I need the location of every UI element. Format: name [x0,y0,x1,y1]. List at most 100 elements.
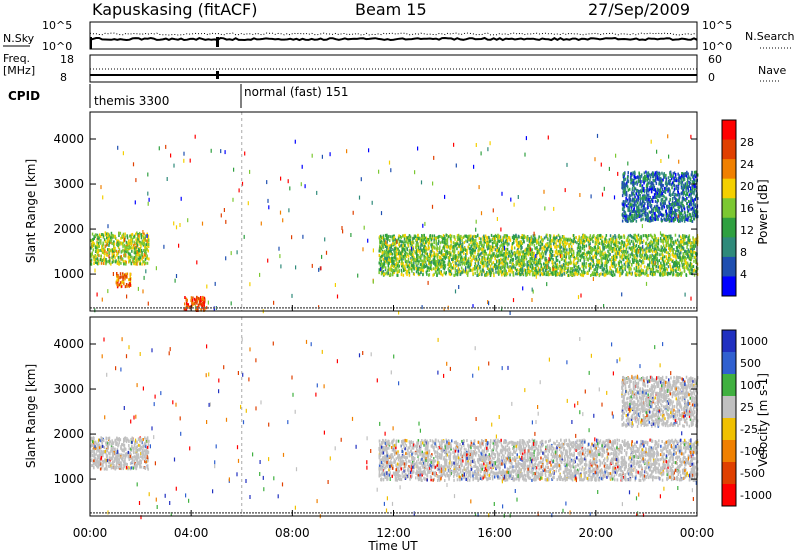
echo-mark [414,273,416,276]
echo-mark [607,250,609,253]
echo-mark [386,237,388,240]
echo-mark [542,238,544,241]
echo-mark [418,246,420,249]
echo-mark [184,296,186,299]
echo-mark [634,256,636,259]
echo-mark [454,236,456,239]
echo-mark [121,250,123,253]
echo-mark [421,234,423,237]
echo-mark [521,262,523,265]
echo-mark [141,263,143,266]
nave-tick-bottom: 0 [708,71,715,84]
echo-mark [492,269,494,272]
echo-mark [137,251,139,254]
echo-mark [548,266,550,269]
echo-mark [658,242,660,245]
echo-mark [664,237,666,240]
echo-mark [566,242,568,245]
echo-mark [526,237,528,240]
echo-mark [422,273,424,276]
echo-mark [403,265,405,268]
echo-mark [510,267,512,270]
echo-mark [507,266,509,269]
echo-mark [472,243,474,246]
echo-mark [634,267,636,270]
echo-mark [549,269,551,272]
echo-mark [559,240,561,243]
echo-mark [582,243,584,246]
echo-mark [510,239,512,242]
echo-mark [141,249,143,252]
echo-mark [418,272,420,275]
echo-mark [555,274,557,277]
echo-mark [405,250,407,253]
echo-mark [656,269,658,272]
echo-mark [568,243,570,246]
echo-mark [389,269,391,272]
echo-mark [628,268,630,271]
echo-mark [537,250,539,253]
echo-mark [648,250,650,253]
echo-mark [664,273,666,276]
echo-mark [662,264,664,267]
echo-mark [536,246,538,249]
echo-mark [505,264,507,267]
echo-mark [599,254,601,257]
echo-mark [661,240,663,243]
echo-mark [638,238,640,241]
echo-mark [460,248,462,251]
echo-mark [443,237,445,240]
echo-mark [540,236,542,239]
echo-mark [387,254,389,257]
echo-mark [99,240,101,243]
echo-mark [435,270,437,273]
echo-mark [441,241,443,244]
echo-mark [681,192,683,195]
echo-mark [536,263,538,266]
echo-mark [623,247,625,250]
echo-mark [487,273,489,276]
echo-mark [550,245,552,248]
echo-mark [650,245,652,248]
echo-mark [694,241,696,244]
echo-mark [601,257,603,260]
echo-mark [584,245,586,248]
echo-mark [95,234,97,237]
echo-mark [584,234,586,237]
echo-mark [576,257,578,260]
echo-mark [405,258,407,261]
echo-mark [438,235,440,238]
echo-mark [565,266,567,269]
echo-mark [650,211,652,214]
echo-mark [97,244,99,247]
echo-mark [567,239,569,242]
echo-mark [450,273,452,276]
echo-mark [539,269,541,272]
echo-mark [515,263,517,266]
echo-mark [643,234,645,237]
echo-mark [122,258,124,261]
echo-mark [484,237,486,240]
echo-mark [140,262,142,265]
echo-mark [103,259,105,262]
echo-mark [639,274,641,277]
echo-mark [381,272,383,275]
echo-mark [404,237,406,240]
echo-mark [605,246,607,249]
nsearch-tick-bottom: 10^0 [702,40,732,53]
echo-mark [126,246,128,249]
nave-label: Nave [758,64,786,77]
echo-mark [681,273,683,276]
echo-mark [575,240,577,243]
echo-mark [392,273,394,276]
echo-mark [521,242,523,245]
echo-mark [545,243,547,246]
echo-mark [511,271,513,274]
echo-mark [497,246,499,249]
echo-mark [138,253,140,256]
echo-mark [145,258,147,261]
echo-mark [148,258,150,261]
echo-mark [113,248,115,251]
echo-mark [558,234,560,237]
echo-mark [542,247,544,250]
